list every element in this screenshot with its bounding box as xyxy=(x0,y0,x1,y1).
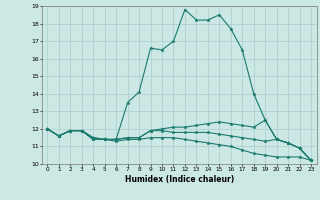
X-axis label: Humidex (Indice chaleur): Humidex (Indice chaleur) xyxy=(124,175,234,184)
